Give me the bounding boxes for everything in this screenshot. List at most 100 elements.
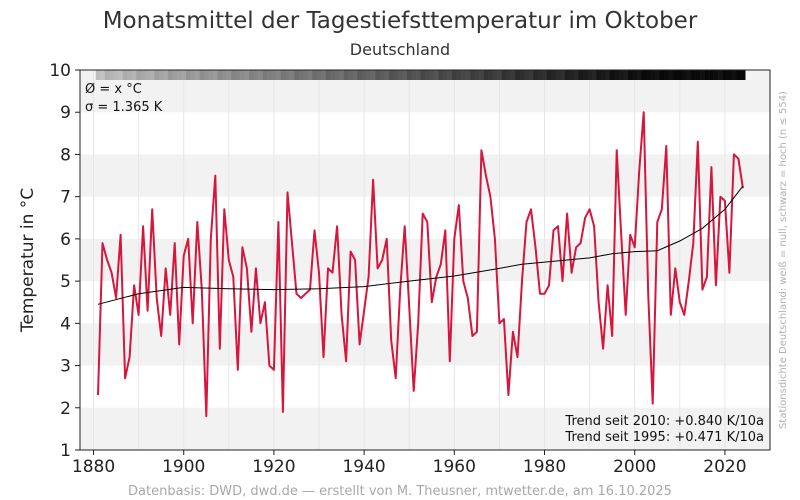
density-cell: [149, 70, 155, 80]
density-cell: [713, 70, 719, 80]
density-cell: [217, 70, 223, 80]
density-cell: [465, 70, 471, 80]
y-tick-label: 7: [60, 188, 71, 208]
density-cell: [397, 70, 403, 80]
density-cell: [582, 70, 588, 80]
density-cell: [375, 70, 381, 80]
density-cell: [325, 70, 331, 80]
density-cell: [727, 70, 732, 80]
density-cell: [294, 70, 300, 80]
density-cell: [497, 70, 502, 80]
density-cell: [614, 70, 620, 80]
density-cell: [253, 70, 259, 80]
density-cell: [492, 70, 498, 80]
density-cell: [339, 70, 345, 80]
density-cell: [158, 70, 164, 80]
density-cell: [190, 70, 196, 80]
density-cell: [555, 70, 561, 80]
density-cell: [222, 70, 227, 80]
density-cell: [316, 70, 322, 80]
x-tick-label: 1960: [433, 457, 476, 477]
trend-note-1995: Trend seit 1995: +0.471 K/10a: [564, 430, 764, 445]
density-cell: [361, 70, 367, 80]
density-cell: [718, 70, 723, 80]
density-cell: [406, 70, 412, 80]
density-cell: [560, 70, 566, 80]
density-cell: [510, 70, 516, 80]
density-cell: [456, 70, 462, 80]
density-cell: [573, 70, 579, 80]
density-cell: [271, 70, 277, 80]
x-tick-label: 1920: [252, 457, 295, 477]
density-cell: [695, 70, 701, 80]
density-cell: [334, 70, 340, 80]
station-density-note: Stationsdichte Deutschland: weiß = null,…: [778, 91, 789, 429]
plot-series: [97, 111, 744, 418]
density-cell: [691, 70, 696, 80]
plot-frame: [79, 69, 771, 451]
density-cell: [600, 70, 606, 80]
density-cell: [357, 70, 363, 80]
band-7: [80, 154, 770, 197]
density-cell: [650, 70, 656, 80]
density-cell: [384, 70, 390, 80]
density-cell: [181, 70, 187, 80]
density-cell: [673, 70, 678, 80]
density-cell: [740, 70, 746, 80]
density-cell: [415, 70, 421, 80]
density-cell: [280, 70, 286, 80]
density-cell: [704, 70, 710, 80]
density-cell: [267, 70, 272, 80]
density-cell: [208, 70, 214, 80]
density-cell: [330, 70, 336, 80]
x-tick-label: 1900: [162, 457, 205, 477]
density-cell: [127, 70, 133, 80]
density-cell: [240, 70, 245, 80]
density-cell: [258, 70, 263, 80]
density-cell: [303, 70, 309, 80]
density-cell: [298, 70, 304, 80]
density-cell: [564, 70, 570, 80]
density-cell: [185, 70, 191, 80]
x-tick-label: 1980: [523, 457, 566, 477]
density-cell: [429, 70, 435, 80]
density-cell: [551, 70, 557, 80]
density-cell: [443, 70, 448, 80]
density-cell: [506, 70, 511, 80]
density-cell: [533, 70, 539, 80]
density-cell: [226, 70, 232, 80]
footer-source: Datenbasis: DWD, dwd.de — erstellt von M…: [128, 484, 672, 499]
density-cell: [618, 70, 624, 80]
density-cell: [370, 70, 376, 80]
density-cell: [438, 70, 444, 80]
density-cell: [682, 70, 687, 80]
density-cell: [312, 70, 318, 80]
y-tick-label: 10: [49, 61, 71, 81]
density-cell: [546, 70, 552, 80]
density-cell: [609, 70, 615, 80]
density-cell: [289, 70, 295, 80]
density-cell: [519, 70, 525, 80]
density-cell: [488, 70, 493, 80]
x-tick-label: 2000: [613, 457, 656, 477]
density-cell: [627, 70, 633, 80]
density-cell: [285, 70, 291, 80]
density-cell: [452, 70, 457, 80]
y-tick-label: 2: [60, 399, 71, 419]
y-tick-label: 8: [60, 145, 71, 165]
density-cell: [722, 70, 728, 80]
density-cell: [307, 70, 313, 80]
x-tick-label: 2020: [703, 457, 746, 477]
density-cell: [731, 70, 737, 80]
density-cell: [402, 70, 408, 80]
trend-note-2010: Trend seit 2010: +0.840 K/10a: [564, 414, 764, 429]
density-cell: [700, 70, 705, 80]
density-cell: [524, 70, 530, 80]
y-tick-label: 4: [60, 314, 71, 334]
density-cell: [641, 70, 647, 80]
density-cell: [686, 70, 692, 80]
density-cell: [231, 70, 236, 80]
density-cell: [276, 70, 281, 80]
density-cell: [659, 70, 665, 80]
